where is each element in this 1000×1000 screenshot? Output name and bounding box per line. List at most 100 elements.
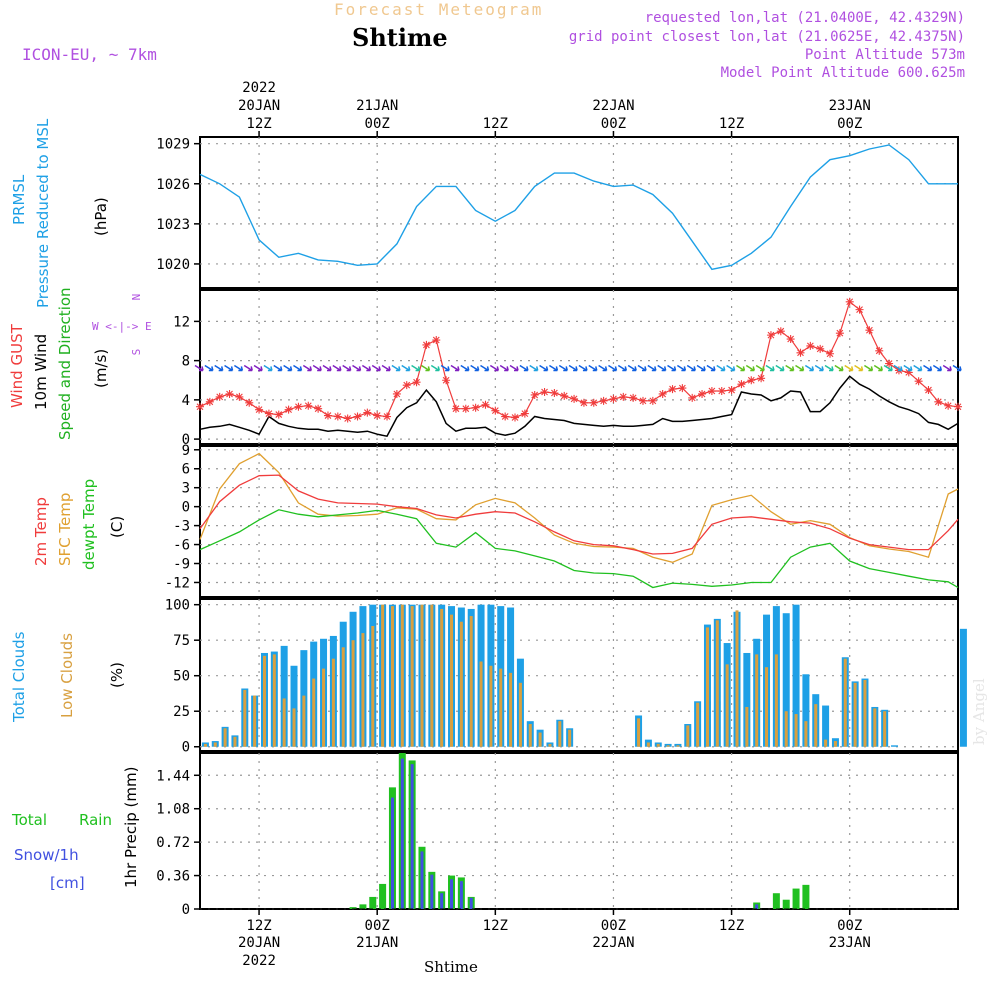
wind-arrow [775,364,785,372]
wind-arrow [401,364,411,372]
wind-arrow [529,364,539,372]
rain-bar [359,904,367,909]
gust-point [757,374,766,383]
wind-unit: (m/s) [92,349,110,388]
ytick-label-2: 9 [182,443,190,459]
snow-bar [420,851,424,909]
top-date-label: 21JAN [356,98,398,114]
wind-arrow [854,364,864,372]
wind-arrow [322,364,332,372]
gust-point [629,393,638,402]
wind-arrow [371,364,381,372]
ytick-label-3: 100 [165,598,190,614]
gust-point [599,396,608,405]
faint-title: Forecast Meteogram [334,0,543,19]
top-date-label: 23JAN [829,98,871,114]
ytick-label-4: 0.36 [156,869,190,885]
gust-point [638,396,647,405]
rain-label: Rain [79,811,112,829]
top-date-label: 20JAN [238,98,280,114]
cloud-label: Total Clouds Low Clouds (%) [10,631,126,723]
wind-arrow [243,364,253,372]
gust-point [796,348,805,357]
wind-arrow [716,364,726,372]
gust-point [501,412,510,421]
x-axis-title: Shtime [424,958,478,976]
wind-arrow [224,364,234,372]
wind-arrow [923,364,933,372]
gust-point [776,327,785,336]
bottom-date-label: 2022 [242,953,276,969]
low-cloud-bar [351,640,355,747]
ytick-label-2: -9 [173,557,190,573]
gridpoint-coords: grid point closest lon,lat (21.0625E, 42… [569,29,965,45]
total-cloud-bar [280,645,288,747]
wind-arrow [647,364,657,372]
low-cloud-bar [489,665,493,747]
wind-line [199,375,959,438]
low-cloud-bar [538,732,542,747]
gust-point [865,326,874,335]
gust-point [914,377,923,386]
low-cloud-bar [450,614,454,747]
bottom-date-label: 20JAN [238,935,280,951]
low-cloud-bar [509,672,513,747]
low-cloud-bar [853,682,857,747]
gust-point [855,305,864,314]
total-cloud-bar [792,604,800,747]
wind-arrow [499,364,509,372]
bottom-tick-label: 12Z [719,918,744,934]
low-cloud-bar [302,695,306,747]
wind-arrow [381,364,391,372]
axis-labels: 102010231026102904812-12-9-6-30369025507… [156,80,871,969]
ytick-label-4: 1.08 [156,802,190,818]
gust-point [570,394,579,403]
low-cloud-bar [272,654,276,747]
wind-arrow [332,364,342,372]
low-cloud-bar [371,625,375,747]
low-cloud-bar [637,718,641,747]
wind-arrow [785,364,795,372]
wind-arrow [657,364,667,372]
gust-point [560,391,569,400]
gust-label: Wind GUST [8,323,26,408]
wind-arrow [637,364,647,372]
ytick-label-0: 1023 [156,217,190,233]
top-date-label: 12Z [483,116,508,132]
total-cloud-bar [822,705,830,747]
gust-point [363,408,372,417]
gust-point [698,389,707,398]
gust-point [471,403,480,412]
ytick-label-1: 0 [182,432,190,448]
wind-arrow [864,364,874,372]
ytick-label-3: 25 [173,704,190,720]
gust-point [944,401,953,410]
gust-point [245,398,254,407]
low-cloud-bar [676,745,680,747]
snow-bar [459,881,463,909]
model-label: ICON-EU, ~ 7km [22,45,157,64]
wind-arrow [430,364,440,372]
wind-arrow [204,364,214,372]
ytick-label-2: 6 [182,462,190,478]
wind-arrow [352,364,362,372]
gust-point [294,402,303,411]
wind-arrow [558,364,568,372]
gust-point [579,398,588,407]
wind-arrow [361,364,372,372]
rain-bar [782,899,790,909]
compass-s: S [130,349,143,356]
wind10-label: 10m Wind [32,334,50,410]
gust-point [885,359,894,368]
ytick-label-3: 75 [173,633,190,649]
bottom-tick-label: 00Z [365,918,390,934]
wind-arrow [588,364,598,372]
gust-point [383,412,392,421]
low-cloud-bar [430,604,434,747]
total-clouds-label: Total Clouds [10,631,28,723]
bottom-date-label: 21JAN [356,935,398,951]
low-cloud-bar [715,620,719,747]
snow-bar [390,797,394,909]
gust-point [284,405,293,414]
wind-arrow [932,364,943,372]
